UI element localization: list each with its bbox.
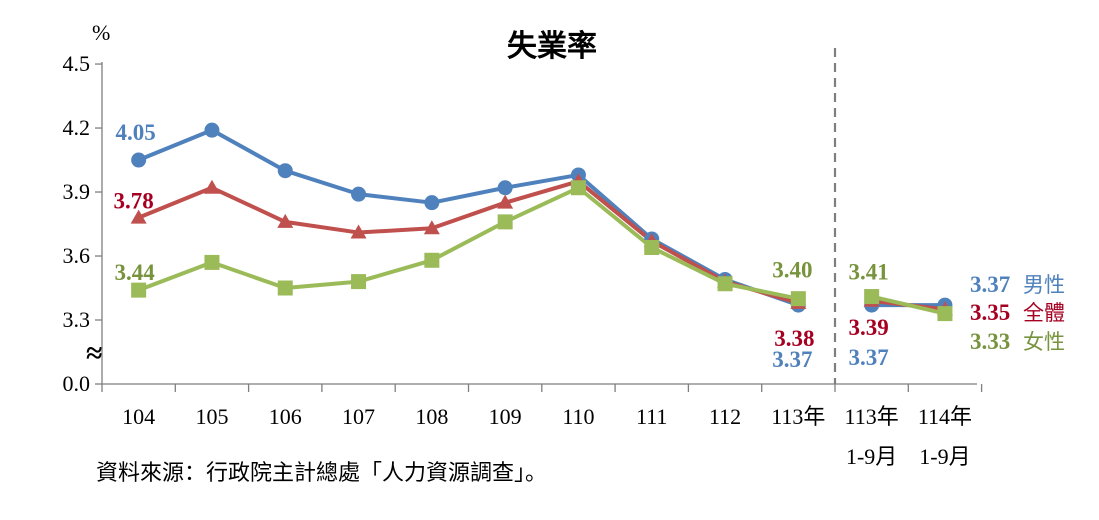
chart-title: 失業率 <box>507 30 597 63</box>
marker-point <box>204 254 220 270</box>
marker-point <box>423 220 440 235</box>
marker-point <box>130 209 147 224</box>
legend-value-label: 3.33 <box>970 329 1010 354</box>
marker-point <box>277 213 294 228</box>
y-tick-label: 4.5 <box>63 51 91 76</box>
data-label: 3.37 <box>849 345 889 370</box>
series-line-女性 <box>137 185 799 301</box>
marker-point <box>131 152 147 168</box>
data-label: 3.44 <box>115 260 156 285</box>
marker-point <box>570 180 586 196</box>
legend-series-name: 全體 <box>1023 301 1065 325</box>
x-tick-label: 105 <box>195 404 228 429</box>
source-note: 資料來源：行政院主計總處「人力資源調查」。 <box>96 460 547 485</box>
marker-point <box>204 122 220 138</box>
x-tick-label: 104 <box>122 404 155 429</box>
x-tick-label: 112 <box>709 404 741 429</box>
x-tick-label: 109 <box>489 404 522 429</box>
y-tick-label: 3.6 <box>63 243 91 268</box>
marker-point <box>717 276 733 292</box>
marker-point <box>203 179 220 194</box>
legend-value-label: 3.35 <box>970 300 1010 325</box>
data-label: 3.39 <box>849 315 889 340</box>
marker-point <box>424 195 440 211</box>
series-line-全體 <box>137 179 799 305</box>
legend-series-name: 男性 <box>1023 273 1065 297</box>
marker-point <box>644 239 660 255</box>
marker-point <box>424 252 440 268</box>
marker-point <box>497 180 513 196</box>
x-tick-label: 114年 <box>918 404 972 429</box>
x-tick-label: 1-9月 <box>846 444 897 469</box>
legend-value-label: 3.37 <box>970 272 1010 297</box>
y-tick-label: 0.0 <box>63 371 91 396</box>
series-line-男性 <box>137 128 800 307</box>
marker-point <box>351 274 367 290</box>
data-label: 3.78 <box>114 189 154 214</box>
x-tick-label: 113年 <box>771 404 825 429</box>
marker-point <box>497 214 513 230</box>
data-label: 3.41 <box>849 260 889 285</box>
marker-point <box>497 194 514 209</box>
marker-point <box>864 289 880 305</box>
series-line-女性 <box>871 294 946 316</box>
axis-break-symbol: ≈ <box>86 337 102 370</box>
data-label: 4.05 <box>116 120 156 145</box>
y-tick-label: 4.2 <box>63 115 91 140</box>
x-tick-label: 106 <box>269 404 302 429</box>
y-tick-label: 3.9 <box>63 179 91 204</box>
marker-point <box>277 163 293 179</box>
legend-series-name: 女性 <box>1023 330 1065 354</box>
data-label: 3.40 <box>772 258 812 283</box>
x-tick-label: 107 <box>342 404 375 429</box>
y-axis-unit: % <box>92 20 110 45</box>
marker-point <box>937 306 953 322</box>
x-tick-label: 108 <box>415 404 448 429</box>
marker-point <box>790 291 806 307</box>
x-tick-label: 1-9月 <box>919 444 970 469</box>
data-label: 3.37 <box>772 347 812 372</box>
marker-point <box>350 224 367 239</box>
marker-point <box>351 186 367 202</box>
marker-point <box>131 282 147 298</box>
y-tick-label: 3.3 <box>63 307 91 332</box>
x-tick-label: 111 <box>636 404 667 429</box>
data-label: 3.38 <box>774 326 814 351</box>
marker-point <box>277 280 293 296</box>
x-tick-label: 113年 <box>845 404 899 429</box>
x-tick-label: 110 <box>562 404 594 429</box>
